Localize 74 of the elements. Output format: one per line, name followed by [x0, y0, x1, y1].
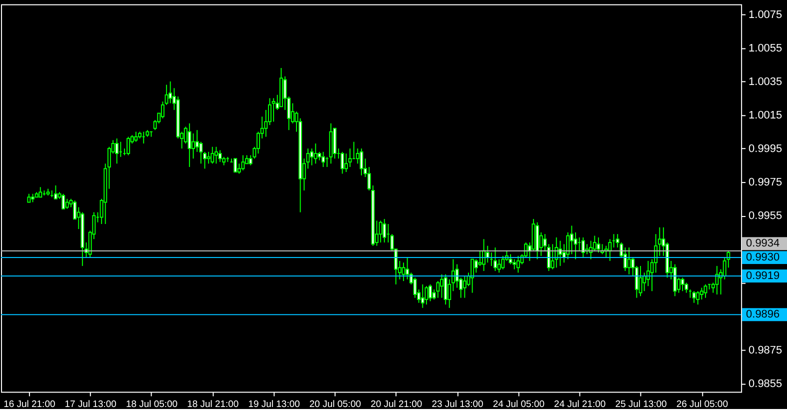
candlestick [206, 151, 210, 164]
x-tick-label: 16 Jul 21:00 [4, 399, 56, 410]
candlestick [126, 136, 130, 156]
candlestick [38, 186, 42, 198]
candlestick [54, 184, 58, 200]
candlestick [692, 290, 696, 304]
candlestick [382, 218, 386, 243]
candlestick [214, 146, 218, 164]
candlestick [210, 146, 214, 164]
candlestick [638, 265, 642, 297]
candlestick [402, 262, 406, 282]
x-tick-label: 18 Jul 05:00 [126, 399, 178, 410]
x-tick-label: 25 Jul 13:00 [615, 399, 667, 410]
candlestick [340, 151, 344, 174]
candlestick [115, 138, 119, 164]
candlestick [501, 255, 505, 270]
x-tick-label: 24 Jul 21:00 [554, 399, 606, 410]
y-tick-label: 0.9995 [748, 143, 782, 156]
x-tick-label: 26 Jul 05:00 [676, 399, 728, 410]
ref-line-label: 0.9896 [746, 308, 780, 321]
candlestick [444, 274, 448, 306]
x-tick-label: 18 Jul 21:00 [187, 399, 239, 410]
candlestick [478, 250, 482, 266]
y-tick-label: 1.0015 [748, 109, 782, 122]
candlestick [428, 284, 432, 302]
candlestick [704, 284, 708, 298]
candlestick [570, 225, 574, 255]
candlestick [623, 246, 627, 272]
candlestick [581, 236, 585, 258]
candlestick [574, 232, 578, 260]
candlestick [65, 198, 69, 210]
candlestick [188, 122, 192, 168]
candlestick [494, 246, 498, 272]
candlestick [470, 258, 474, 294]
candlestick [348, 148, 352, 168]
ref-line-label: 0.9934 [746, 238, 780, 250]
y-tick-label: 1.0035 [748, 76, 782, 88]
x-tick-label: 17 Jul 13:00 [64, 399, 116, 410]
y-tick-label: 0.9975 [748, 176, 782, 189]
x-tick-label: 23 Jul 13:00 [432, 399, 484, 410]
x-tick-label: 20 Jul 05:00 [309, 399, 362, 410]
candlestick [420, 284, 424, 308]
ref-line-label: 0.9919 [746, 270, 780, 282]
candlestick [241, 154, 245, 171]
ref-line-label: 0.9930 [746, 252, 780, 264]
candlestick [62, 193, 66, 210]
candlestick [322, 151, 325, 168]
candlestick [360, 148, 364, 176]
candlestick [680, 277, 684, 292]
x-tick-label: 20 Jul 21:00 [370, 399, 422, 410]
x-tick-label: 24 Jul 05:00 [492, 399, 544, 410]
candlestick [440, 274, 444, 298]
candlestick [715, 265, 719, 295]
candlestick [696, 290, 700, 306]
y-tick-label: 1.0055 [748, 42, 782, 54]
candlestick [314, 142, 318, 164]
y-tick-label: 0.9875 [748, 344, 782, 356]
candlestick [134, 131, 138, 142]
candlestick [462, 276, 466, 298]
candlestick [218, 150, 222, 162]
candlestick [627, 246, 631, 275]
candlestick [192, 132, 196, 160]
y-tick-label: 0.9955 [748, 210, 782, 222]
candlestick [646, 260, 650, 287]
candlestick [516, 255, 520, 274]
candlestick [673, 264, 677, 297]
candlestick [272, 98, 276, 122]
candlestick [378, 220, 382, 243]
y-tick-label: 1.0075 [748, 8, 782, 21]
candlestick [424, 286, 428, 306]
candlestick [234, 158, 238, 173]
y-tick-label: 0.9855 [748, 378, 782, 390]
x-tick-label: 19 Jul 13:00 [248, 399, 300, 410]
candlestick [596, 236, 600, 254]
